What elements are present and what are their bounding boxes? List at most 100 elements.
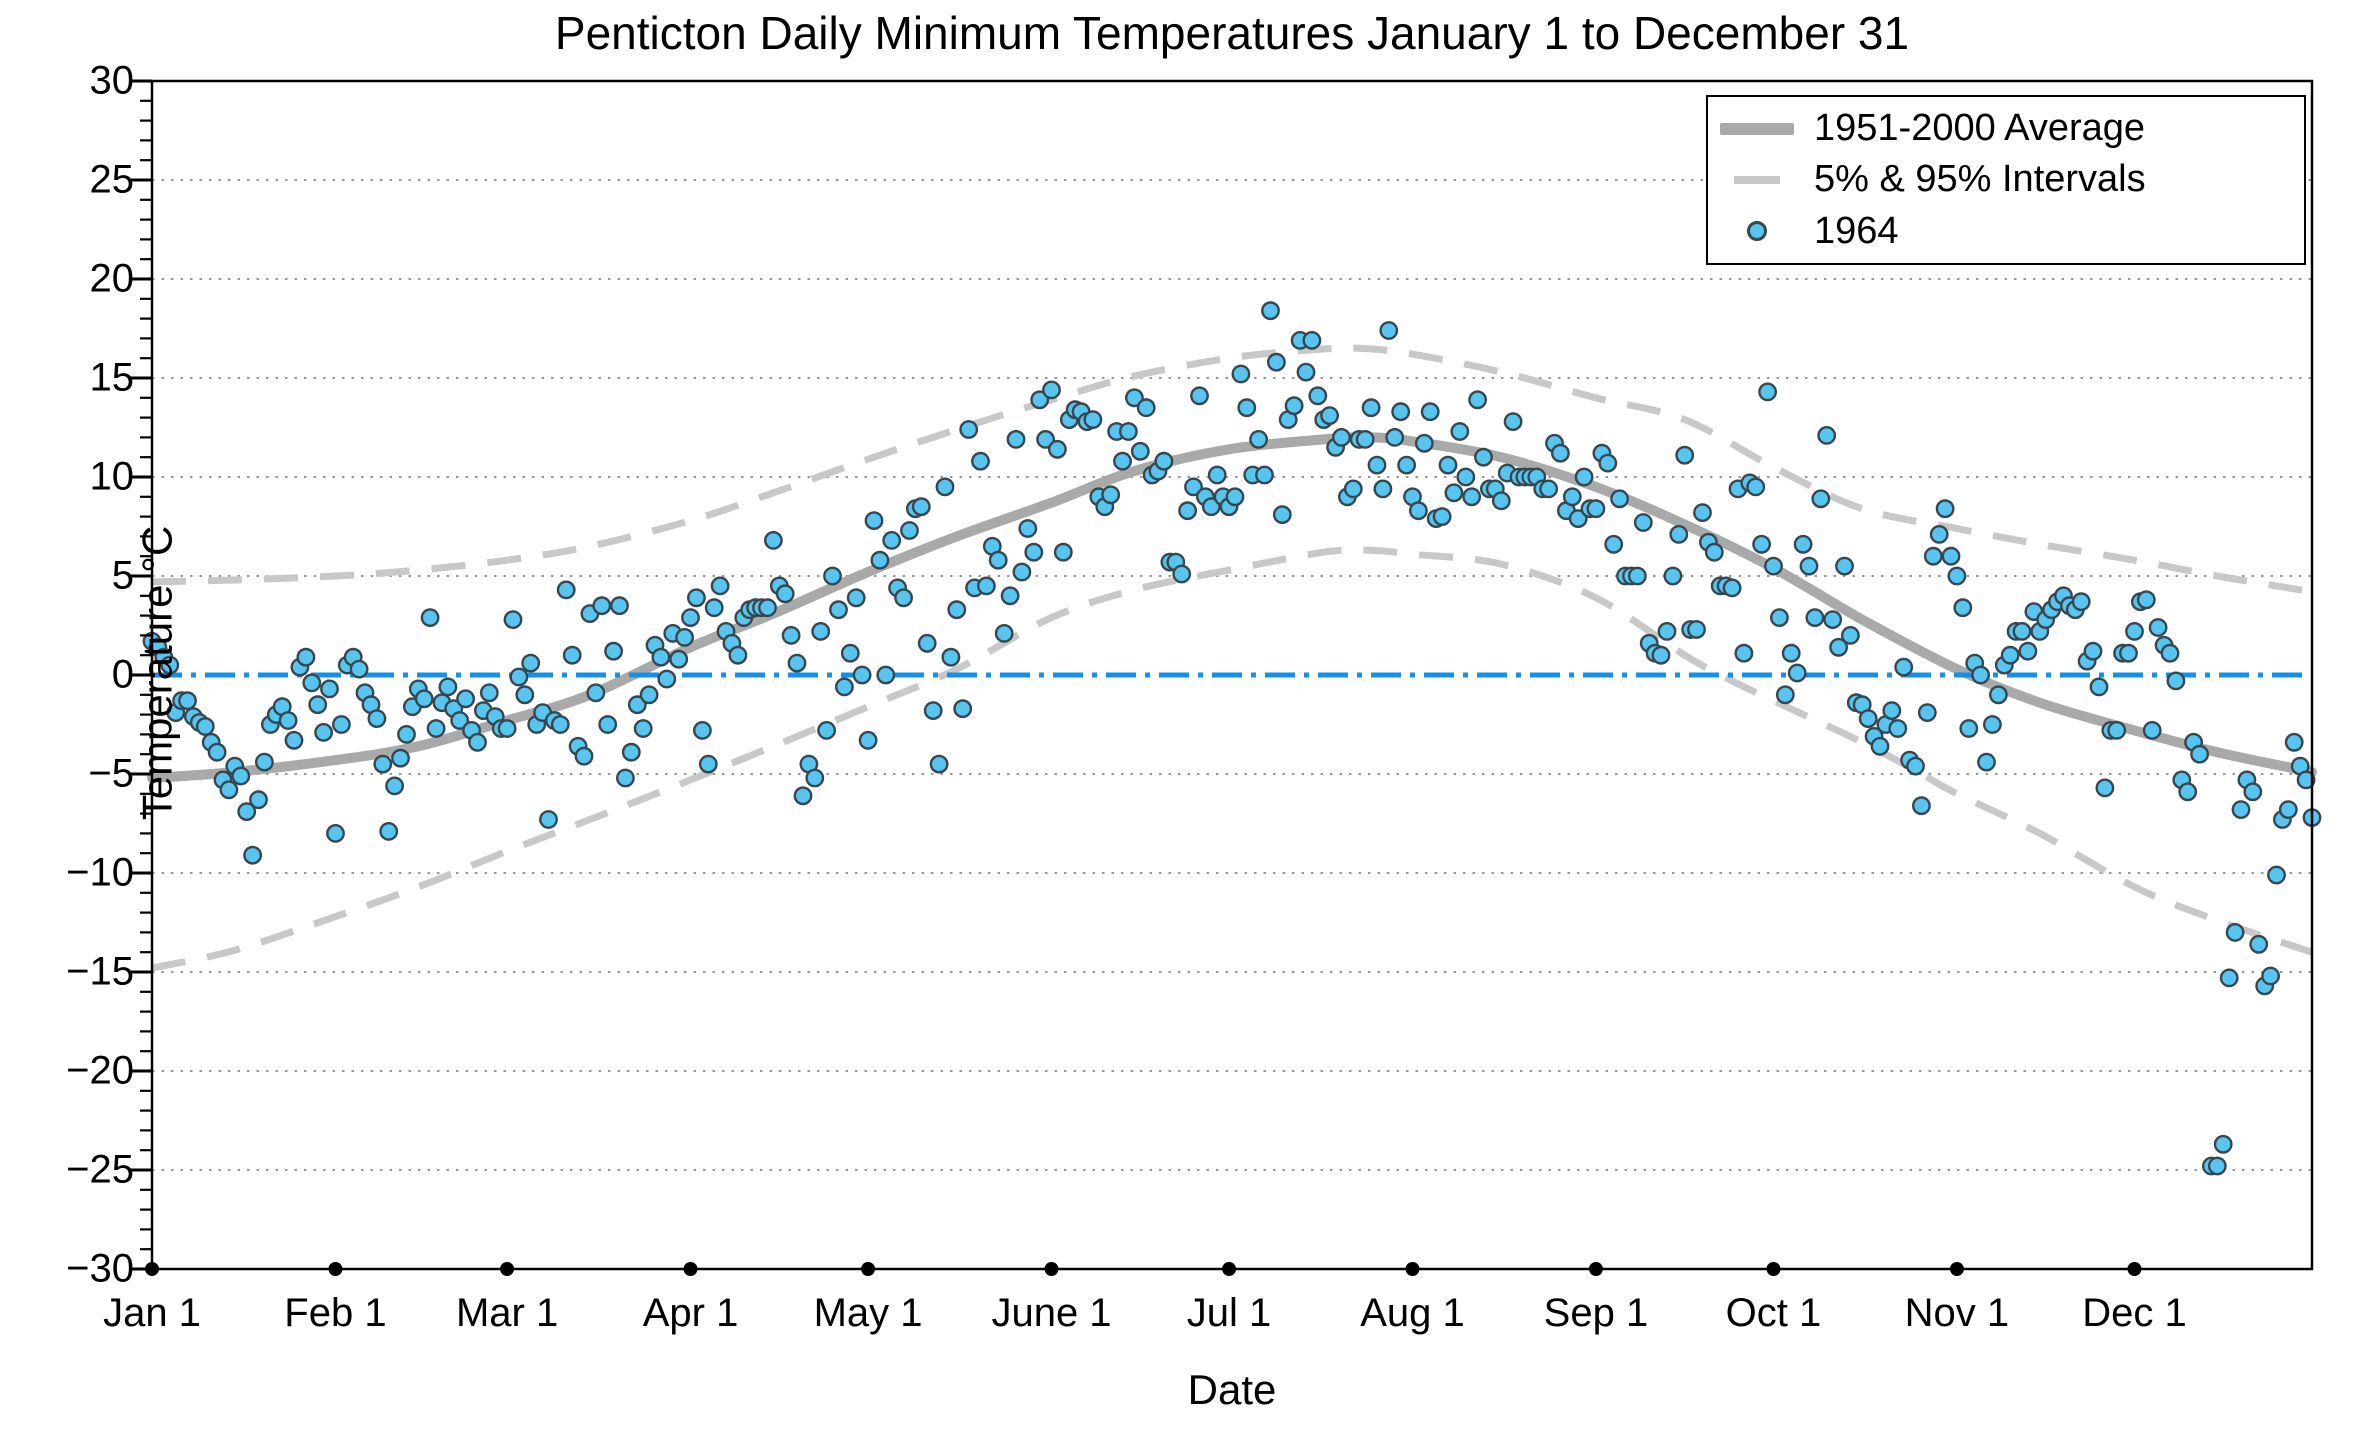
data-point	[426, 719, 446, 738]
data-point	[1172, 564, 1192, 584]
data-point	[2243, 782, 2263, 802]
data-point	[562, 645, 582, 665]
y-axis-label: Temperature °C	[133, 525, 181, 821]
x-tick-label: Aug 1	[1360, 1291, 1465, 1335]
data-point	[1367, 455, 1387, 475]
data-point	[1361, 398, 1381, 418]
x-axis-label: Date	[1187, 1366, 1277, 1413]
data-point	[1604, 534, 1624, 554]
data-point	[610, 596, 629, 616]
data-point	[2012, 622, 2032, 641]
x-tick-label: Dec 1	[2082, 1291, 2187, 1335]
data-point	[521, 653, 541, 673]
data-point	[598, 715, 618, 734]
x-tick-label: Jan 1	[103, 1291, 201, 1335]
data-point	[254, 752, 274, 772]
interval-dash-swatch	[1718, 175, 1796, 184]
data-point	[1568, 509, 1588, 528]
data-point	[1201, 497, 1221, 517]
data-point	[787, 653, 807, 673]
data-point	[698, 754, 718, 774]
data-point	[1503, 412, 1523, 431]
data-point	[1989, 685, 2008, 705]
data-point	[1888, 719, 1908, 738]
data-point	[1651, 645, 1671, 665]
data-point	[1657, 622, 1677, 641]
data-point	[2018, 641, 2038, 661]
data-point	[687, 588, 706, 608]
y-tick-label: −10	[66, 850, 134, 895]
data-point	[1758, 382, 1778, 402]
data-point	[1829, 637, 1849, 657]
data-point	[1178, 501, 1198, 521]
data-point	[2107, 721, 2127, 740]
data-point	[497, 719, 517, 738]
y-tick-label: −25	[66, 1147, 134, 1192]
data-point	[1154, 451, 1174, 471]
data-point	[2119, 643, 2138, 663]
data-point	[1119, 422, 1138, 441]
data-point	[1539, 479, 1559, 499]
data-point	[704, 598, 724, 618]
data-point	[1474, 447, 1493, 467]
data-point	[823, 566, 842, 586]
data-point	[1267, 352, 1286, 372]
data-point	[2278, 800, 2298, 819]
data-point	[278, 711, 298, 730]
data-point	[1237, 398, 1257, 418]
data-point	[870, 550, 890, 570]
month-dot	[328, 1262, 343, 1276]
data-point	[2166, 671, 2186, 691]
data-point	[1343, 479, 1363, 499]
data-point	[1450, 422, 1470, 441]
data-point	[1000, 586, 1020, 606]
y-tick-label: 0	[111, 652, 134, 697]
data-point	[249, 790, 268, 810]
data-point	[846, 588, 866, 608]
data-point	[308, 695, 328, 715]
data-point	[1083, 410, 1103, 429]
x-tick-label: Mar 1	[455, 1291, 559, 1335]
data-point	[2225, 923, 2245, 942]
data-point	[1983, 715, 2002, 734]
month-dot	[1222, 1262, 1237, 1276]
data-point	[935, 477, 955, 497]
data-point	[207, 742, 227, 762]
data-point	[1799, 556, 1819, 576]
data-point	[1562, 487, 1582, 507]
data-point	[1302, 330, 1322, 350]
data-point	[1764, 556, 1783, 576]
data-point	[657, 669, 677, 689]
y-tick-label: 20	[89, 256, 135, 301]
data-point	[953, 699, 973, 719]
data-point	[1947, 566, 1967, 586]
data-point	[633, 719, 653, 738]
data-point	[1669, 525, 1689, 544]
y-tick-label: 25	[89, 157, 135, 202]
data-point	[1332, 427, 1351, 447]
data-point	[651, 647, 671, 667]
data-point	[237, 802, 257, 821]
data-point	[2148, 618, 2168, 637]
y-tick-label: 5	[111, 553, 134, 598]
data-point	[2089, 677, 2109, 697]
data-point	[160, 655, 180, 675]
x-tick-label: Oct 1	[1725, 1291, 1822, 1335]
upper-interval-line	[151, 344, 2313, 596]
data-point	[1491, 491, 1511, 511]
data-point	[2000, 645, 2020, 665]
month-dot	[1766, 1262, 1781, 1276]
x-tick-label: Nov 1	[1904, 1291, 2010, 1335]
data-point	[326, 824, 345, 843]
data-point	[1704, 542, 1724, 562]
data-point	[1894, 657, 1914, 677]
data-point	[811, 622, 831, 641]
data-point	[959, 420, 979, 439]
data-point	[758, 598, 777, 618]
month-dot	[145, 1262, 159, 1276]
data-point	[1207, 465, 1227, 485]
data-point	[1793, 534, 1813, 554]
data-point	[1225, 487, 1245, 507]
data-point	[1385, 427, 1405, 447]
